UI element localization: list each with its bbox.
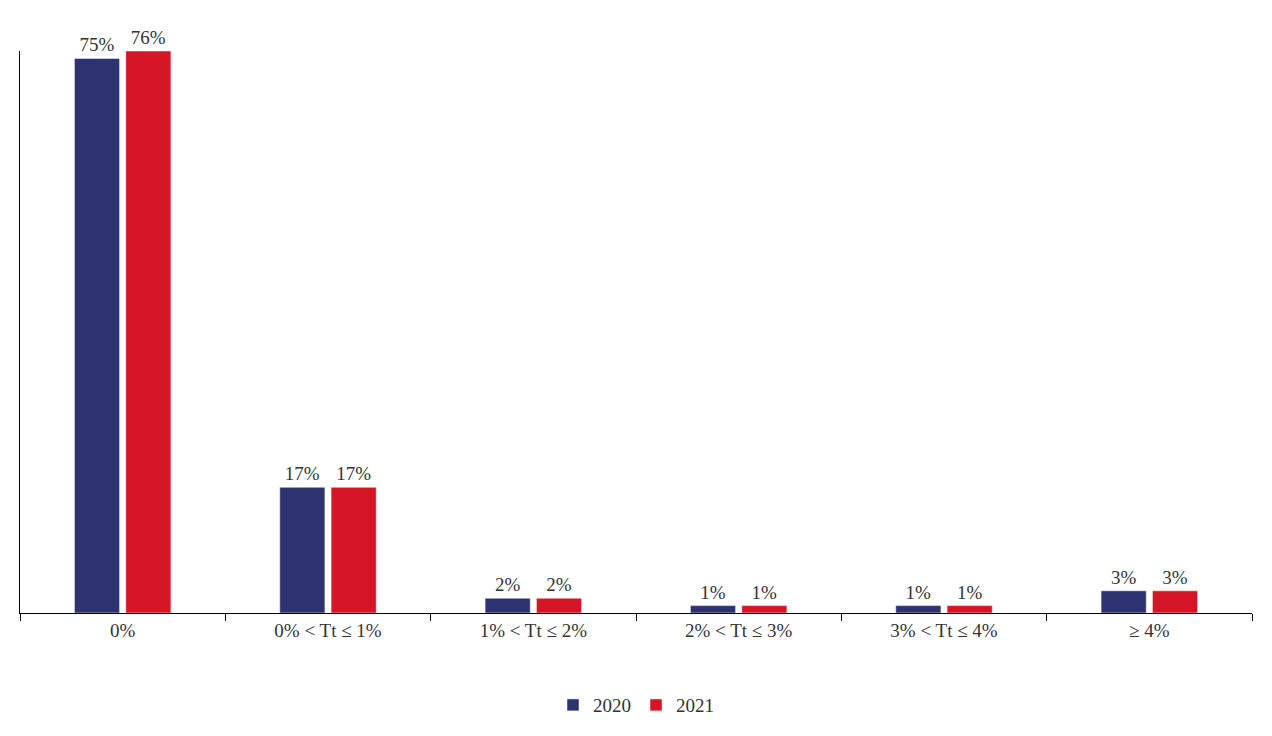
svg-text:76%: 76% [131,27,166,48]
svg-text:≥ 4%: ≥ 4% [1129,620,1170,641]
svg-text:75%: 75% [80,34,115,55]
svg-text:0%: 0% [110,620,136,641]
svg-text:2020: 2020 [593,695,631,716]
svg-text:17%: 17% [336,463,371,484]
svg-text:3%: 3% [1162,567,1188,588]
svg-text:17%: 17% [285,463,320,484]
svg-text:1%: 1% [752,582,778,603]
svg-text:2%: 2% [495,574,521,595]
svg-text:2021: 2021 [676,695,714,716]
svg-text:1%: 1% [906,582,932,603]
svg-text:2% < Tt ≤ 3%: 2% < Tt ≤ 3% [685,620,793,641]
svg-text:2%: 2% [546,574,572,595]
svg-text:0% < Tt ≤ 1%: 0% < Tt ≤ 1% [274,620,382,641]
svg-text:3%: 3% [1111,567,1137,588]
svg-text:1%: 1% [957,582,983,603]
svg-text:1%: 1% [700,582,726,603]
svg-text:1% < Tt ≤ 2%: 1% < Tt ≤ 2% [480,620,588,641]
svg-text:3% < Tt ≤ 4%: 3% < Tt ≤ 4% [890,620,998,641]
